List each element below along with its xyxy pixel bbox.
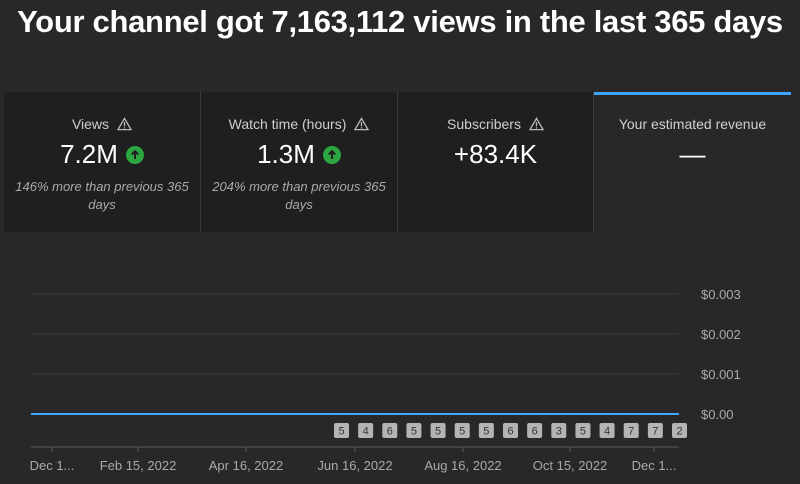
revenue-chart[interactable]: $0.003 $0.002 $0.001 $0.00 5 4 6 5 5 5 5 6 6 3 5 4 7 7 2 De… — [4, 92, 791, 484]
metric-cards: Views 7.2M 146% more than previous 365 d… — [4, 92, 791, 232]
analytics-panel: Views 7.2M 146% more than previous 365 d… — [4, 92, 791, 484]
event-marker-badge — [454, 423, 470, 438]
event-marker-badge — [599, 423, 615, 438]
event-marker-count: 3 — [556, 426, 562, 438]
x-tick-label: Feb 15, 2022 — [100, 458, 177, 473]
event-marker-count: 4 — [604, 426, 610, 438]
card-comparison-note: 146% more than previous 365 days — [15, 179, 189, 212]
event-marker-count: 2 — [676, 426, 682, 438]
event-marker-count: 5 — [338, 426, 344, 438]
card-value: +83.4K — [453, 139, 538, 169]
x-tick-label: Apr 16, 2022 — [209, 458, 283, 473]
y-tick-label: $0.00 — [701, 407, 734, 422]
event-marker-count: 6 — [507, 426, 513, 438]
warning-icon[interactable] — [117, 117, 133, 131]
card-value: 1.3M — [257, 139, 315, 169]
trend-up-icon — [322, 145, 341, 164]
card-title: Your estimated revenue — [618, 116, 767, 132]
x-tick-label: Aug 16, 2022 — [424, 458, 501, 473]
card-value: 7.2M — [60, 139, 118, 169]
event-marker-count: 4 — [363, 426, 369, 438]
event-marker-badge — [503, 423, 518, 438]
event-marker-badge — [623, 423, 639, 438]
event-marker-count: 7 — [628, 426, 634, 438]
metric-card-subscribers[interactable]: Subscribers +83.4K — [398, 92, 594, 232]
event-marker-badge — [358, 423, 374, 438]
card-title: Subscribers — [447, 116, 521, 132]
y-tick-label: $0.002 — [701, 327, 741, 342]
event-marker-count: 6 — [532, 426, 538, 438]
event-marker-badge — [527, 423, 543, 438]
event-marker-badge — [672, 423, 687, 438]
card-title: Watch time (hours) — [228, 116, 347, 132]
event-marker-count: 5 — [459, 426, 465, 438]
metric-card-views[interactable]: Views 7.2M 146% more than previous 365 d… — [4, 92, 201, 232]
y-tick-label: $0.003 — [701, 287, 741, 302]
x-tick-label: Dec 1... — [632, 458, 677, 473]
event-marker-count: 5 — [580, 426, 586, 438]
card-value: — — [679, 139, 706, 169]
card-title: Views — [71, 116, 110, 132]
warning-icon[interactable] — [354, 117, 370, 131]
event-marker-badge — [382, 423, 398, 438]
card-comparison-note: 204% more than previous 365 days — [212, 179, 386, 212]
event-marker-badge — [430, 423, 446, 438]
event-marker-count: 5 — [435, 426, 441, 438]
event-marker-count: 6 — [387, 426, 393, 438]
metric-card-estimated-revenue[interactable]: Your estimated revenue — — [594, 92, 791, 232]
event-marker-badge — [551, 423, 567, 438]
warning-icon[interactable] — [528, 117, 544, 131]
event-marker-count: 5 — [411, 426, 417, 438]
trend-up-icon — [125, 145, 144, 164]
event-marker-badge — [647, 423, 663, 438]
event-marker-badge — [406, 423, 422, 438]
page-headline: Your channel got 7,163,112 views in the … — [17, 4, 783, 39]
event-marker-badge — [334, 423, 349, 438]
event-marker-count: 5 — [483, 426, 489, 438]
x-tick-label: Dec 1... — [30, 458, 75, 473]
metric-card-watch-time[interactable]: Watch time (hours) 1.3M 204% more than p… — [201, 92, 398, 232]
event-marker-badge — [575, 423, 591, 438]
event-marker-count: 7 — [652, 426, 658, 438]
y-tick-label: $0.001 — [701, 367, 741, 382]
x-tick-label: Oct 15, 2022 — [533, 458, 607, 473]
x-tick-label: Jun 16, 2022 — [317, 458, 392, 473]
event-marker-badge — [478, 423, 494, 438]
